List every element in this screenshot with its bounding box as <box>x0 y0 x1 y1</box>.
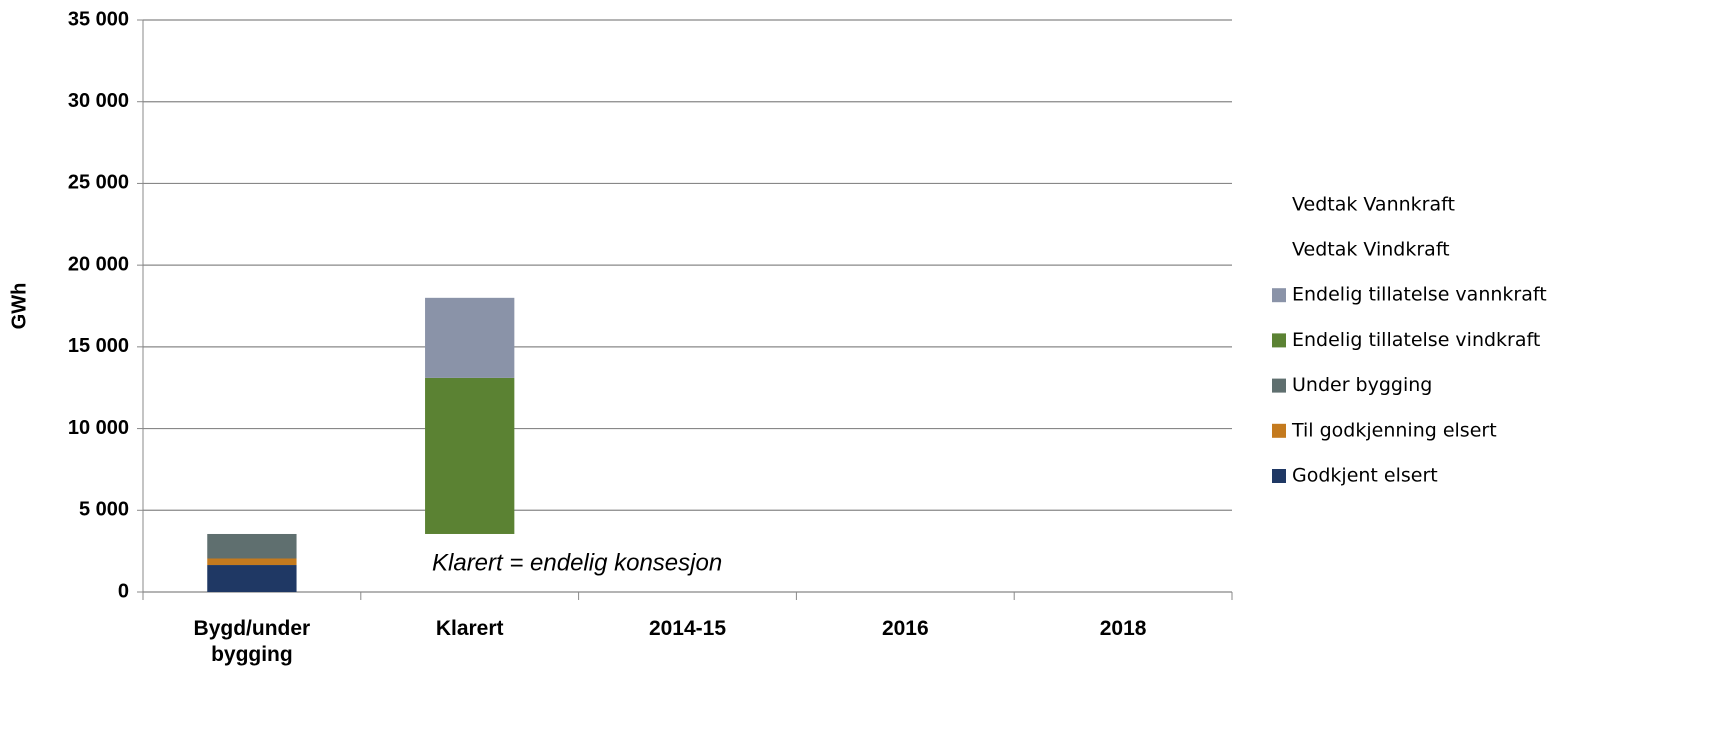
x-tick-label: 2018 <box>1099 617 1147 640</box>
y-tick-label: 25 000 <box>68 172 129 194</box>
annotation: Klarert = endelig konsesjon <box>432 549 722 576</box>
legend-label: Endelig tillatelse vannkraft <box>1292 284 1547 306</box>
bar-segment <box>425 377 515 534</box>
bar-segment <box>207 533 297 559</box>
bar-segment <box>425 297 515 378</box>
legend-label: Vedtak Vindkraft <box>1292 239 1450 261</box>
y-tick-label: 0 <box>118 580 129 602</box>
y-tick-label: 35 000 <box>68 8 129 30</box>
y-tick-label: 5 000 <box>79 499 129 521</box>
legend-label: Vedtak Vannkraft <box>1292 193 1455 215</box>
x-tick-label: Klarert <box>435 617 504 640</box>
legend-swatch <box>1272 333 1286 348</box>
y-tick-label: 15 000 <box>68 335 129 357</box>
x-tick-label: 2014-15 <box>648 617 727 640</box>
legend-label: Godkjent elsert <box>1292 465 1438 487</box>
y-tick-label: 30 000 <box>68 90 129 112</box>
legend-label: Endelig tillatelse vindkraft <box>1292 329 1540 351</box>
bar-segment <box>207 565 297 592</box>
legend-label: Under bygging <box>1292 374 1432 396</box>
y-tick-label: 10 000 <box>68 417 129 439</box>
legend-swatch <box>1272 469 1286 483</box>
y-tick-label: 20 000 <box>68 253 129 275</box>
x-tick-label: 2016 <box>881 617 929 640</box>
legend-label: Til godkjenning elsert <box>1291 419 1497 441</box>
legend-swatch <box>1272 378 1286 393</box>
bar-segment <box>207 558 297 566</box>
y-axis-label: GWh <box>8 283 30 330</box>
legend-swatch <box>1272 288 1286 303</box>
legend-swatch <box>1272 423 1286 438</box>
x-tick-label: Bygd/under bygging <box>193 617 311 666</box>
